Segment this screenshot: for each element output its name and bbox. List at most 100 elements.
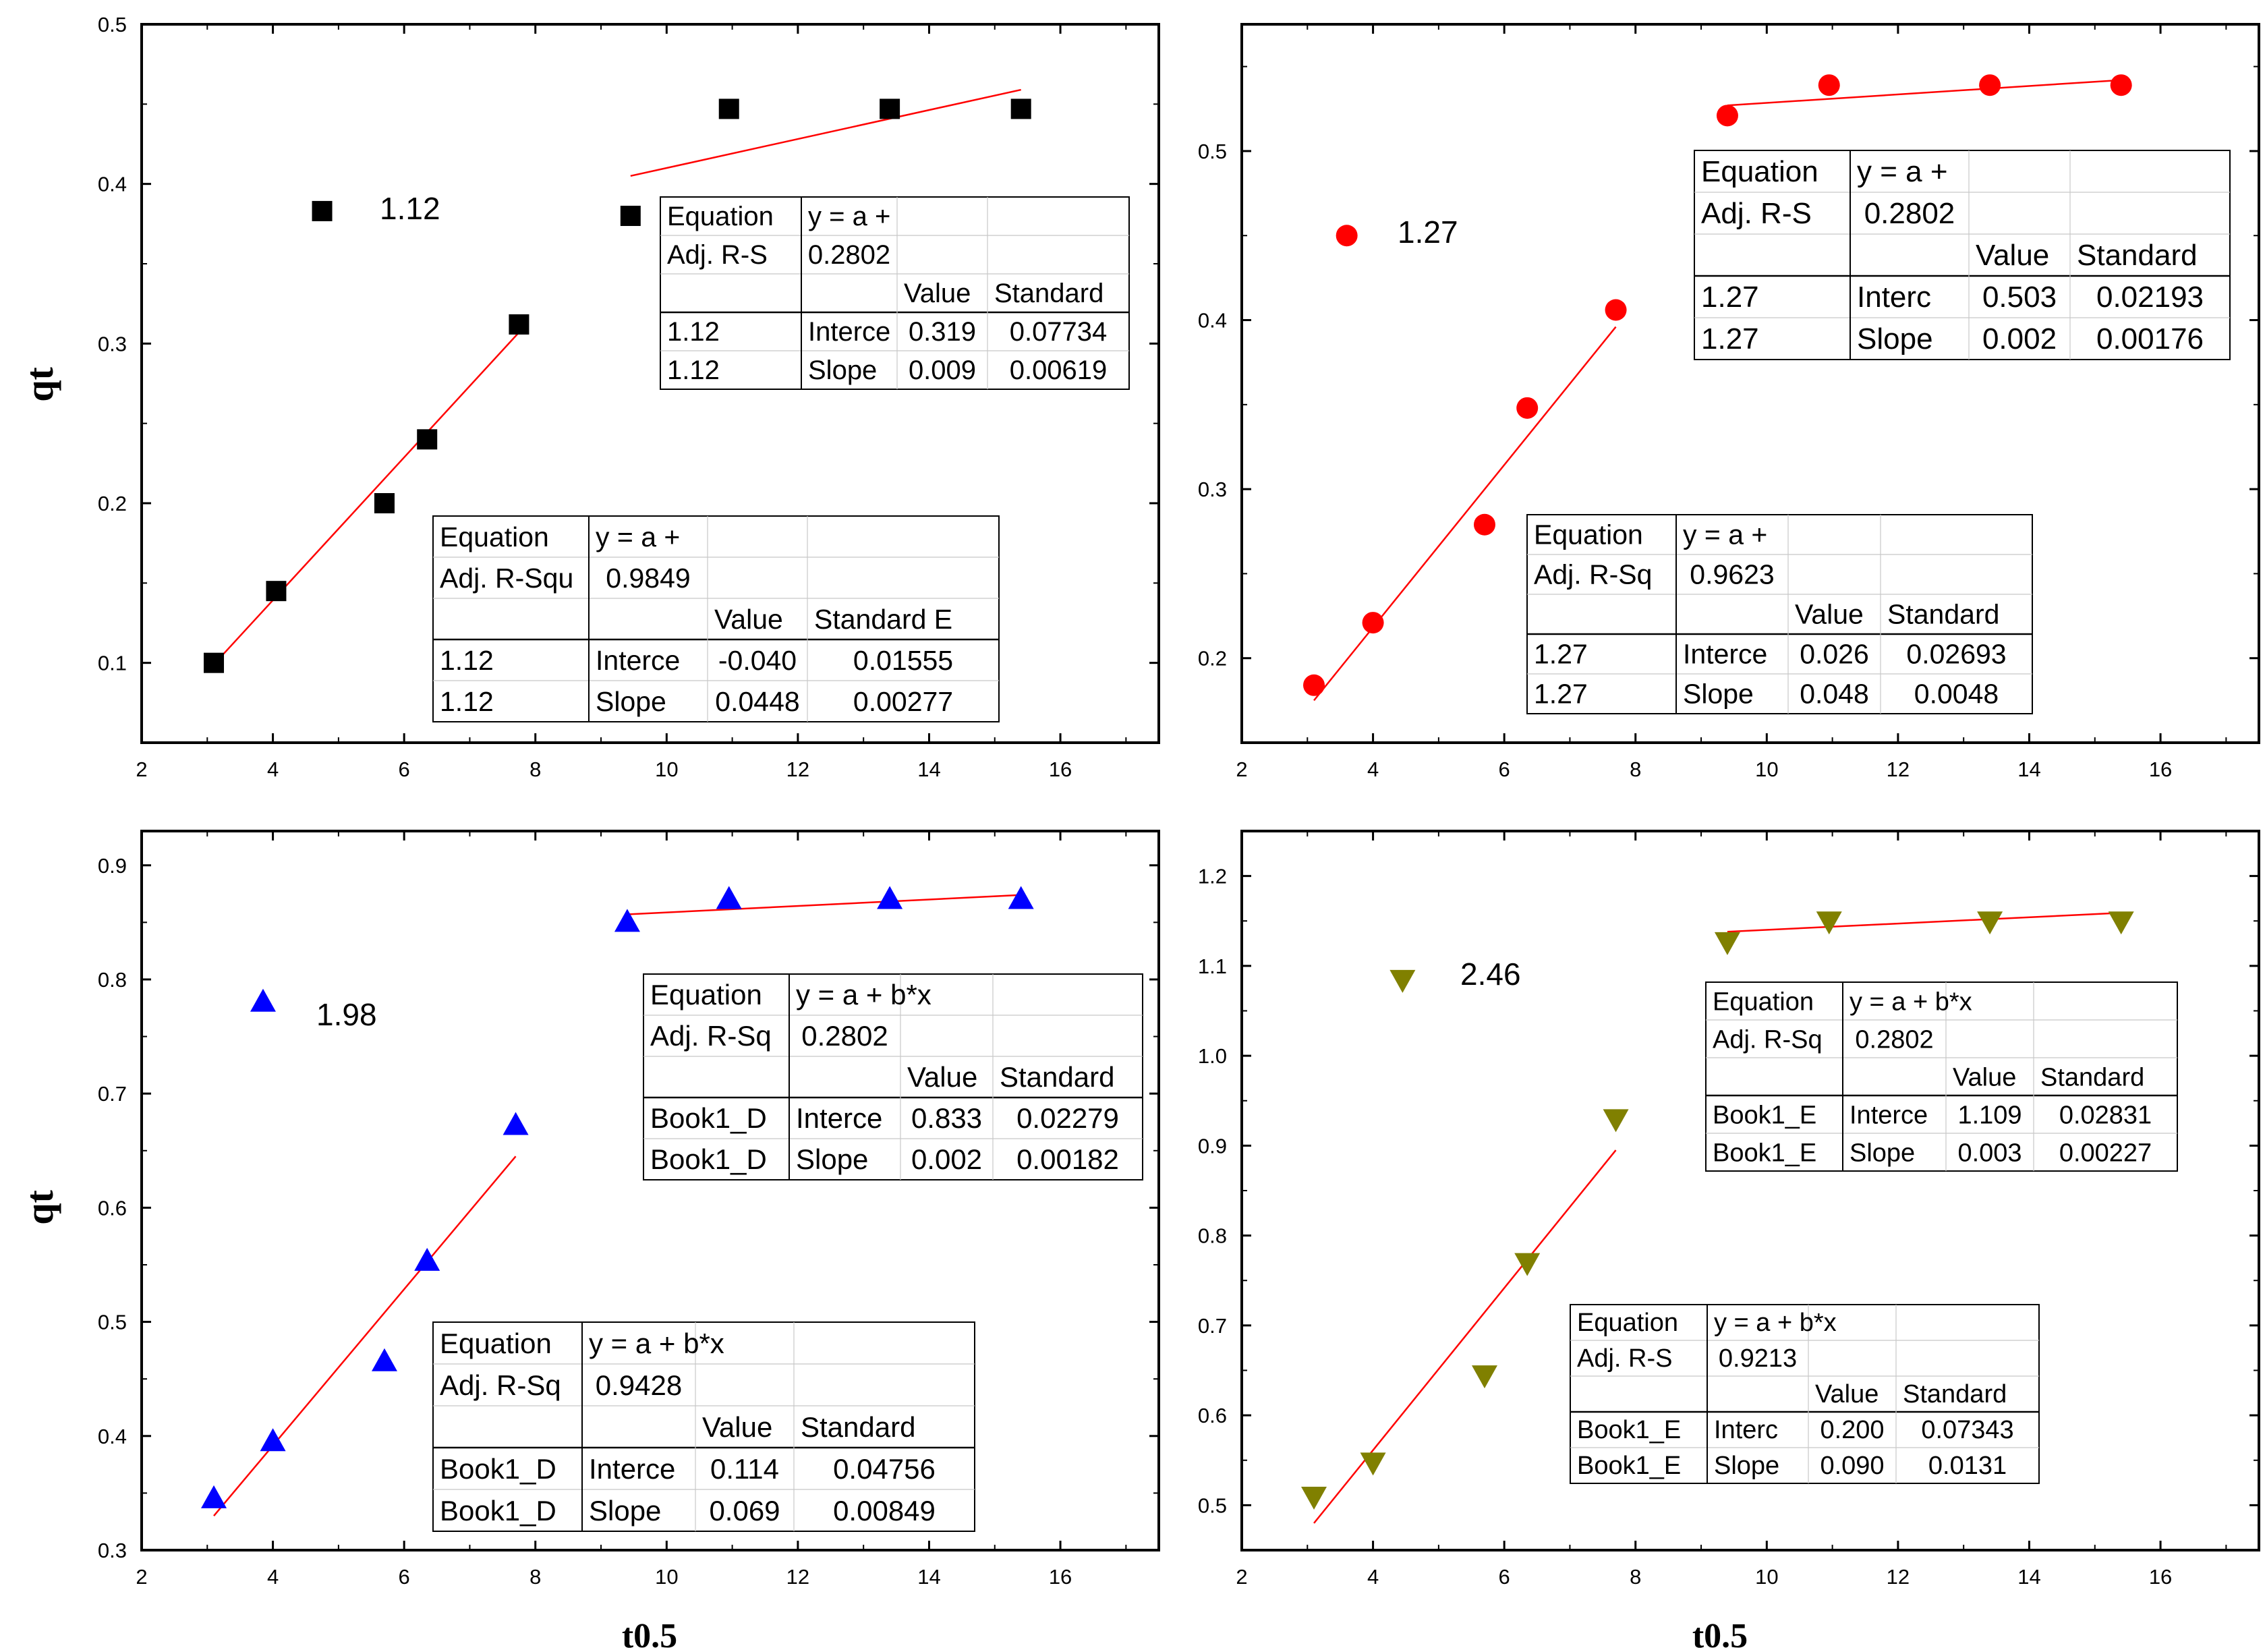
table-cell: 0.114 [710, 1453, 779, 1485]
table-cell: Standard [994, 279, 1103, 308]
table-cell: Equation [650, 979, 762, 1010]
table-cell: Equation [1713, 988, 1814, 1016]
table-cell: y = a + b*x [1714, 1309, 1837, 1337]
y-tick-label: 0.4 [1198, 309, 1227, 333]
table-cell: 0.002 [911, 1143, 982, 1175]
table-cell: 0.01555 [853, 645, 953, 676]
table-cell: Slope [808, 355, 877, 385]
x-tick-label: 8 [529, 758, 541, 781]
x-tick-label: 16 [1049, 758, 1072, 781]
x-tick-label: 8 [529, 1565, 541, 1589]
table-border [1705, 981, 2178, 1172]
x-tick-label: 6 [1499, 758, 1510, 781]
stats-table-lower: Equation y = a + b*x Adj. R-S 0.9213 Value St… [1570, 1304, 2040, 1484]
table-cell: 0.0131 [1928, 1452, 2007, 1480]
y-tick-label: 1.1 [1198, 955, 1227, 978]
table-border [660, 196, 1130, 390]
panel-top-left: 2 4 6 8 10 12 14 16 0.1 0.2 0.3 0.4 0.5 1.12 Equation y… [18, 13, 1160, 781]
y-tick-label: 0.4 [98, 1425, 127, 1448]
panel-bottom-left: 2 4 6 8 10 12 14 16 0.3 0.4 0.5 0.6 0.7 0.8 0.9 1.98 Equ… [18, 830, 1160, 1652]
table-cell: Interc [1714, 1416, 1778, 1444]
table-cell: 0.0448 [715, 686, 799, 717]
x-tick-label: 2 [1236, 1565, 1247, 1589]
table-cell: 0.2802 [1855, 1025, 1933, 1054]
stats-table-upper: Equation y = a + b*x Adj. R-Sq 0.2802 Value S… [1705, 981, 2178, 1172]
y-tick-label: 0.2 [98, 492, 127, 515]
table-cell: Slope [1850, 1139, 1915, 1167]
panel-top-right: 2 4 6 8 10 12 14 16 0.2 0.3 0.4 0.5 1.27 Equation y = … [1198, 23, 2260, 781]
annotation-label: 1.98 [316, 997, 377, 1032]
fit-line-2 [630, 88, 1021, 177]
table-cell: 0.003 [1957, 1139, 2022, 1167]
table-cell: 0.00619 [1010, 355, 1108, 385]
data-point-8 [2110, 74, 2132, 96]
y-tick-label: 0.6 [1198, 1404, 1227, 1427]
table-cell: Value [1953, 1063, 2016, 1091]
data-point-0 [1301, 1487, 1327, 1510]
x-tick-label: 10 [655, 1565, 678, 1589]
table-cell: 0.02193 [2096, 281, 2204, 314]
table-cell: Interce [596, 645, 680, 676]
plot-frame [1240, 23, 2260, 744]
x-tick-label: 10 [1755, 1565, 1778, 1589]
data-point-7 [880, 98, 900, 119]
x-tick-label: 4 [1367, 1565, 1379, 1589]
table-cell: 1.27 [1534, 679, 1588, 710]
data-point-7 [877, 886, 903, 909]
data-point-6 [716, 886, 742, 909]
fit-line-2 [1727, 912, 2121, 933]
table-cell: Slope [1714, 1452, 1779, 1480]
fit-line-2 [1727, 79, 2121, 107]
data-point-2 [374, 493, 395, 513]
data-point-1 [1360, 1452, 1386, 1476]
table-cell: Slope [1683, 679, 1754, 710]
table-cell: Standard [801, 1411, 915, 1443]
table-cell: 0.07734 [1010, 317, 1108, 347]
data-point-4 [1603, 1109, 1629, 1133]
data-point-annotation [250, 988, 276, 1012]
table-cell: 0.00227 [2059, 1139, 2152, 1167]
plot-frame [140, 23, 1160, 744]
table-cell: Adj. R-Sq [650, 1020, 772, 1052]
table-cell: Slope [589, 1495, 661, 1527]
data-point-annotation [1336, 225, 1358, 247]
table-cell: 0.048 [1800, 679, 1869, 710]
table-cell: Adj. R-Squ [440, 563, 573, 594]
y-tick-label: 0.9 [98, 854, 127, 878]
x-tick-label: 12 [1887, 758, 1910, 781]
table-cell: 0.07343 [1921, 1416, 2013, 1444]
x-tick-label: 10 [655, 758, 678, 781]
stats-table-lower: Equation y = a + b*x Adj. R-Sq 0.9428 Value S… [432, 1321, 975, 1532]
table-cell: Interce [589, 1453, 675, 1485]
data-point-5 [614, 909, 640, 932]
table-cell: 0.9849 [606, 563, 690, 594]
data-point-0 [204, 652, 225, 673]
data-point-2 [1471, 1365, 1497, 1389]
data-point-4 [509, 314, 529, 335]
table-cell: 0.503 [1982, 281, 2057, 314]
table-cell: Value [1976, 239, 2049, 272]
data-point-3 [414, 1247, 440, 1271]
data-point-1 [1362, 612, 1384, 634]
y-tick-label: 1.0 [1198, 1044, 1227, 1068]
data-point-5 [620, 206, 641, 226]
data-point-6 [1816, 911, 1842, 935]
data-point-6 [1818, 74, 1840, 96]
table-border [1526, 514, 2033, 714]
table-cell: y = a + [808, 202, 890, 231]
x-tick-label: 12 [1887, 1565, 1910, 1589]
table-cell: 1.27 [1701, 281, 1759, 314]
table-cell: Value [907, 1061, 977, 1093]
table-cell: Interce [1683, 639, 1767, 670]
table-cell: Book1_E [1713, 1101, 1816, 1129]
data-point-annotation [1389, 969, 1416, 993]
table-cell: Book1_E [1577, 1452, 1681, 1480]
table-cell: 1.12 [667, 355, 720, 385]
data-point-3 [1516, 397, 1539, 419]
y-tick-label: 0.5 [98, 13, 127, 36]
table-cell: Book1_D [440, 1495, 556, 1527]
table-cell: Adj. R-S [1701, 197, 1812, 230]
x-tick-label: 14 [2017, 758, 2040, 781]
table-cell: Value [1795, 599, 1864, 630]
